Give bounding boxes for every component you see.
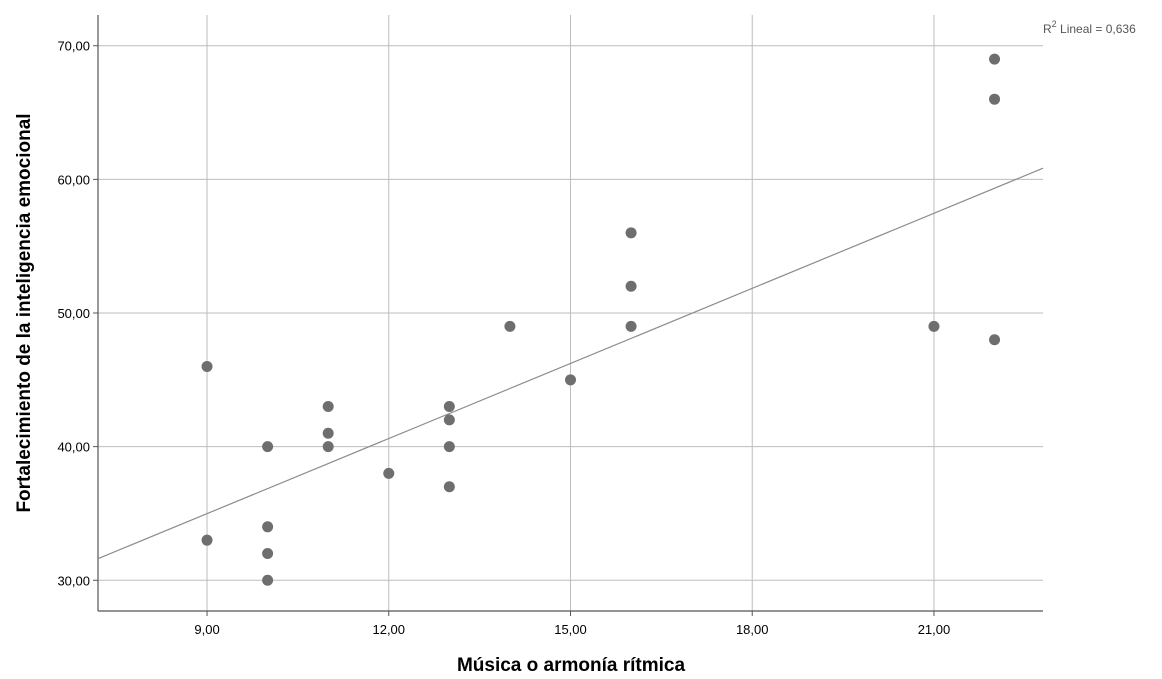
- data-point: [201, 360, 213, 372]
- linear-fit-line: [97, 167, 1044, 560]
- data-point: [322, 401, 334, 413]
- y-axis-title: Fortalecimiento de la inteligencia emoci…: [14, 113, 35, 512]
- data-point: [322, 427, 334, 439]
- x-tick-label: 18,00: [736, 622, 769, 637]
- data-point: [322, 441, 334, 453]
- data-point: [989, 93, 1001, 105]
- data-point: [989, 334, 1001, 346]
- x-tick-label: 12,00: [372, 622, 405, 637]
- data-point: [262, 574, 274, 586]
- data-point: [262, 441, 274, 453]
- data-point: [565, 374, 576, 386]
- x-tick-label: 21,00: [918, 622, 951, 637]
- data-point: [262, 521, 274, 533]
- data-point: [443, 441, 455, 453]
- tick-labels: 9,00 12,00 15,00 18,00 21,00 30,00 40,00 50,00 6…: [57, 39, 950, 637]
- data-point: [989, 53, 1001, 65]
- x-tick-label: 15,00: [554, 622, 587, 637]
- data-point: [262, 548, 274, 560]
- data-point: [443, 401, 455, 413]
- data-point: [625, 227, 637, 239]
- data-point: [928, 320, 940, 332]
- y-tick-label: 50,00: [57, 306, 90, 321]
- y-tick-label: 40,00: [57, 440, 90, 455]
- data-point: [383, 467, 395, 479]
- x-axis-title: Música o armonía rítmica: [457, 655, 686, 676]
- data-point: [625, 280, 637, 292]
- data-points: [201, 53, 1001, 586]
- data-point: [201, 534, 213, 546]
- data-point: [443, 481, 455, 493]
- x-tick-label: 9,00: [194, 622, 219, 637]
- y-tick-label: 30,00: [57, 573, 90, 588]
- data-point: [504, 320, 516, 332]
- data-point: [625, 320, 637, 332]
- grid-lines: [98, 15, 1043, 611]
- y-tick-label: 70,00: [57, 39, 90, 54]
- r2-label: R2 Lineal = 0,636: [1043, 19, 1136, 36]
- y-tick-label: 60,00: [57, 172, 90, 187]
- data-point: [443, 414, 455, 426]
